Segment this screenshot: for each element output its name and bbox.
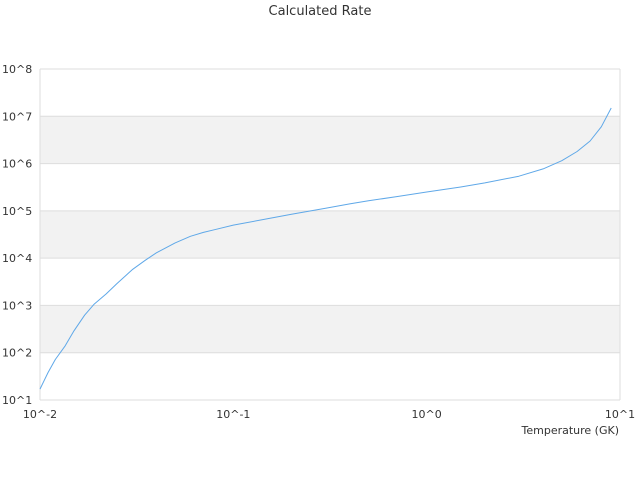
y-tick-label: 10^1 bbox=[2, 394, 32, 407]
series-line bbox=[39, 107, 612, 390]
chart-title: Calculated Rate bbox=[268, 4, 372, 19]
x-tick-label: 10^-1 bbox=[216, 408, 250, 421]
y-tick-label: 10^8 bbox=[2, 63, 32, 76]
x-tick-label: 10^1 bbox=[605, 408, 635, 421]
x-tick-label: 10^-2 bbox=[23, 408, 57, 421]
y-tick-label: 10^5 bbox=[2, 205, 32, 218]
plot-band bbox=[40, 116, 620, 164]
y-tick-label: 10^7 bbox=[2, 110, 32, 123]
plot-band bbox=[40, 210, 620, 259]
y-tick-label: 10^3 bbox=[2, 299, 32, 312]
y-tick-label: 10^4 bbox=[2, 252, 32, 265]
y-tick-label: 10^2 bbox=[2, 347, 32, 360]
x-axis-title: Temperature (GK) bbox=[521, 424, 620, 437]
x-tick-label: 10^0 bbox=[412, 408, 442, 421]
plot-band bbox=[40, 305, 620, 353]
y-tick-label: 10^6 bbox=[2, 158, 32, 171]
